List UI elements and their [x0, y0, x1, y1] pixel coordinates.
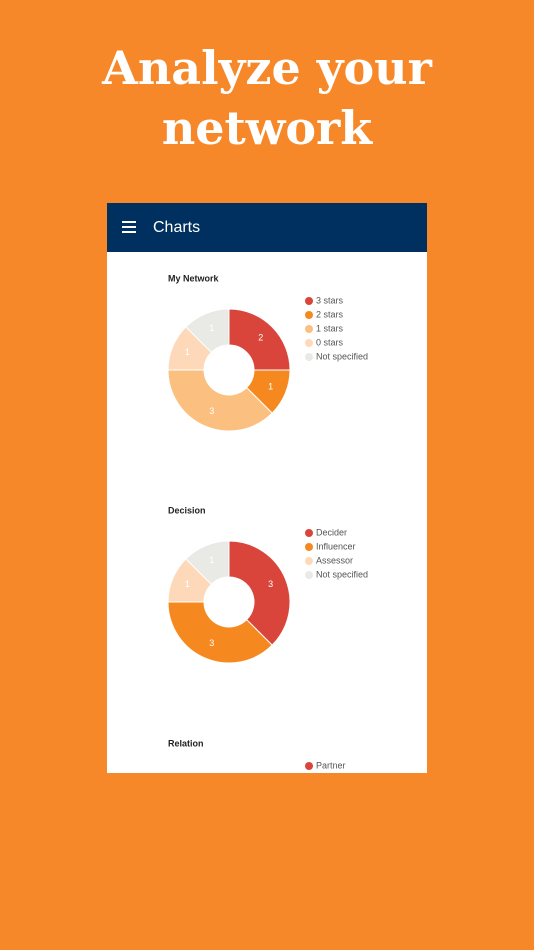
- slice-label: 1: [268, 382, 273, 392]
- legend-dot: [305, 325, 313, 333]
- legend-label: Not specified: [316, 351, 368, 361]
- legend-dot: [305, 353, 313, 361]
- legend-label: Partner: [316, 760, 346, 770]
- legend-label: 1 stars: [316, 323, 344, 333]
- slice-label: 1: [209, 555, 214, 565]
- donut-slice: [185, 308, 230, 354]
- slice-label: 3: [209, 406, 214, 416]
- menu-icon[interactable]: [122, 221, 136, 233]
- legend-label: Not specified: [316, 569, 368, 579]
- donut-slice: [228, 308, 291, 371]
- legend-label: Influencer: [316, 541, 356, 551]
- chart-title: Decision: [168, 505, 206, 515]
- legend-label: 0 stars: [316, 337, 344, 347]
- legend-label: Assessor: [316, 555, 353, 565]
- slice-label: 1: [209, 323, 214, 333]
- legend-dot: [305, 297, 313, 305]
- donut-slice: [167, 601, 273, 664]
- chart-title: My Network: [168, 273, 220, 283]
- donut-slice: [185, 540, 230, 586]
- chart-title: Relation: [168, 738, 204, 748]
- hero-title: network: [162, 101, 373, 155]
- app-bar-title: Charts: [153, 219, 200, 236]
- slice-label: 1: [185, 579, 190, 589]
- app-bar: [107, 203, 427, 252]
- legend-dot: [305, 543, 313, 551]
- legend-dot: [305, 529, 313, 537]
- legend-dot: [305, 339, 313, 347]
- slice-label: 3: [209, 638, 214, 648]
- legend-label: Decider: [316, 527, 347, 537]
- legend-dot: [305, 557, 313, 565]
- legend-dot: [305, 762, 313, 770]
- legend-label: 3 stars: [316, 295, 344, 305]
- slice-label: 3: [268, 579, 273, 589]
- donut-slice: [167, 369, 273, 432]
- phone-screen: [107, 203, 427, 773]
- legend-label: 2 stars: [316, 309, 344, 319]
- slice-label: 1: [185, 347, 190, 357]
- slice-label: 2: [258, 333, 263, 343]
- hero-title: Analyze your: [101, 41, 432, 95]
- legend-dot: [305, 571, 313, 579]
- legend-dot: [305, 311, 313, 319]
- donut-slice: [228, 540, 291, 646]
